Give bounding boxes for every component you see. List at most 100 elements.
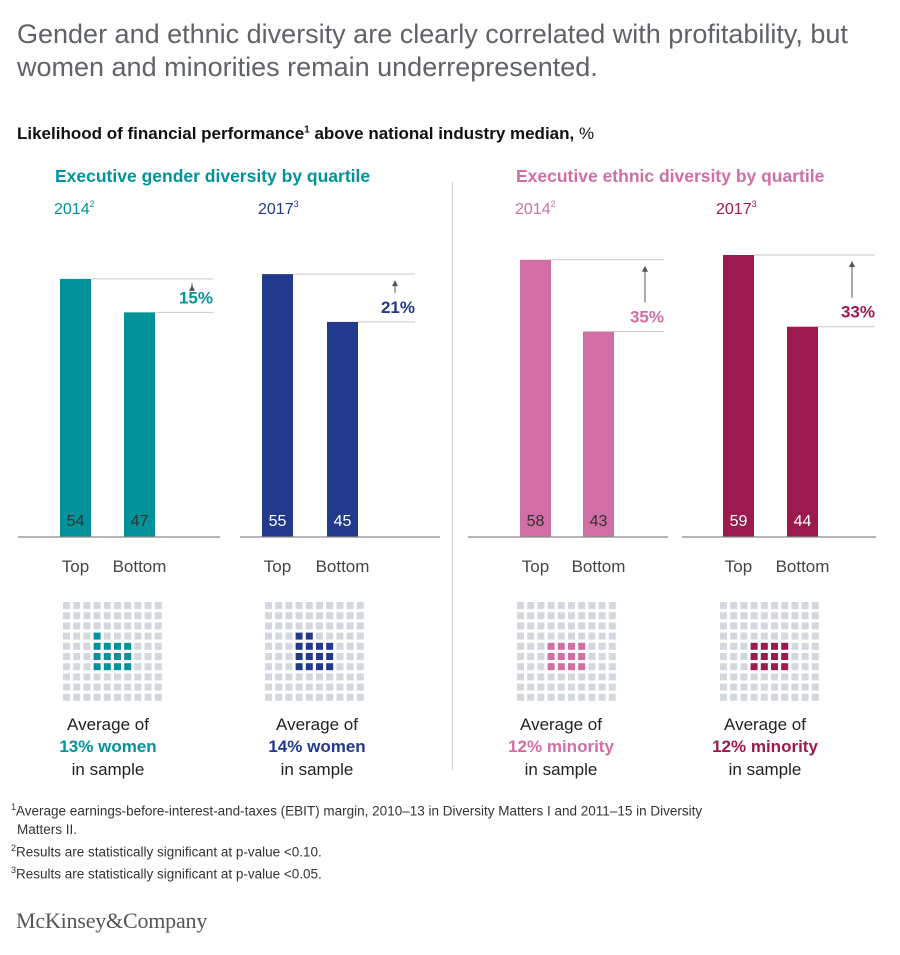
- sample-square: [608, 622, 616, 630]
- sample-square: [73, 622, 81, 630]
- sample-square: [103, 673, 111, 681]
- sample-square: [316, 693, 323, 701]
- sample-square: [517, 653, 524, 660]
- sample-square: [730, 653, 738, 660]
- sample-square: [144, 622, 152, 630]
- sample-square: [356, 642, 364, 650]
- sample-square: [517, 673, 524, 681]
- sample-square: [547, 683, 555, 691]
- sample-square: [527, 683, 535, 691]
- sample-square: [265, 653, 272, 660]
- sample-square: [547, 602, 555, 609]
- sample-square: [154, 632, 162, 640]
- sample-square: [760, 632, 768, 640]
- sample-square: [771, 612, 778, 620]
- sample-square: [720, 663, 727, 671]
- sample-square: [326, 612, 334, 620]
- sample-square: [750, 632, 758, 640]
- sample-square-filled: [295, 663, 303, 671]
- sample-square: [578, 632, 586, 640]
- sample-square: [275, 693, 283, 701]
- sample-square: [740, 632, 748, 640]
- difference-arrowhead: [642, 265, 648, 272]
- sample-square: [275, 653, 283, 660]
- sample-square-filled: [557, 642, 565, 650]
- sample-square: [295, 622, 303, 630]
- sample-square: [557, 673, 565, 681]
- sample-square: [608, 602, 616, 609]
- sample-square: [103, 602, 111, 609]
- sample-square: [93, 693, 101, 701]
- sample-caption-line1: Average of: [520, 715, 602, 734]
- sample-square: [588, 612, 596, 620]
- sample-square: [356, 693, 364, 701]
- sample-square: [275, 673, 283, 681]
- sample-square-filled: [316, 663, 323, 671]
- sample-square: [720, 632, 727, 640]
- sample-square: [557, 622, 565, 630]
- sample-square: [781, 693, 789, 701]
- sample-square: [346, 612, 354, 620]
- sample-square: [144, 642, 152, 650]
- sample-square: [124, 632, 132, 640]
- sample-square: [275, 622, 283, 630]
- sample-square: [527, 663, 535, 671]
- subtitle-rest: above national industry median,: [309, 124, 575, 143]
- sample-square: [103, 683, 111, 691]
- bar-value-top: 58: [527, 513, 545, 530]
- sample-square: [578, 673, 586, 681]
- sample-square: [598, 663, 606, 671]
- sample-square: [588, 642, 596, 650]
- sample-square: [63, 653, 70, 660]
- sample-square: [568, 622, 575, 630]
- sample-square: [285, 602, 293, 609]
- sample-square: [791, 683, 799, 691]
- sample-square: [740, 612, 748, 620]
- sample-square-filled: [103, 653, 111, 660]
- gender-group-title: Executive gender diversity by quartile: [55, 166, 371, 186]
- sample-square: [154, 602, 162, 609]
- sample-square: [537, 693, 545, 701]
- sample-square: [578, 612, 586, 620]
- sample-square: [144, 683, 152, 691]
- sample-square: [285, 653, 293, 660]
- sample-square-filled: [114, 653, 121, 660]
- sample-square: [547, 673, 555, 681]
- year-label: 20142: [515, 199, 556, 218]
- sample-square: [103, 693, 111, 701]
- sample-square-filled: [760, 642, 768, 650]
- sample-square: [114, 622, 121, 630]
- sample-square-filled: [781, 653, 789, 660]
- year-footnote-marker: 3: [752, 199, 757, 209]
- sample-square: [598, 612, 606, 620]
- sample-square: [356, 653, 364, 660]
- sample-square: [83, 693, 91, 701]
- sample-square: [83, 642, 91, 650]
- sample-square: [93, 673, 101, 681]
- sample-square: [83, 632, 91, 640]
- sample-square: [730, 622, 738, 630]
- sample-square: [527, 632, 535, 640]
- sample-square: [73, 673, 81, 681]
- sample-square-filled: [568, 642, 575, 650]
- sample-square: [608, 632, 616, 640]
- sample-square-filled: [316, 642, 323, 650]
- sample-square: [750, 612, 758, 620]
- sample-square: [265, 663, 272, 671]
- sample-square: [83, 673, 91, 681]
- sample-square: [336, 632, 344, 640]
- sample-square: [265, 642, 272, 650]
- sample-square: [720, 693, 727, 701]
- sample-square-filled: [295, 642, 303, 650]
- sample-square: [114, 683, 121, 691]
- sample-square: [801, 653, 809, 660]
- sample-square: [356, 632, 364, 640]
- sample-square: [730, 602, 738, 609]
- difference-label: 35%: [630, 307, 664, 326]
- sample-square: [265, 612, 272, 620]
- year-label: 20142: [54, 199, 95, 218]
- sample-square: [346, 663, 354, 671]
- sample-square: [144, 673, 152, 681]
- sample-square: [811, 632, 819, 640]
- sample-square: [750, 693, 758, 701]
